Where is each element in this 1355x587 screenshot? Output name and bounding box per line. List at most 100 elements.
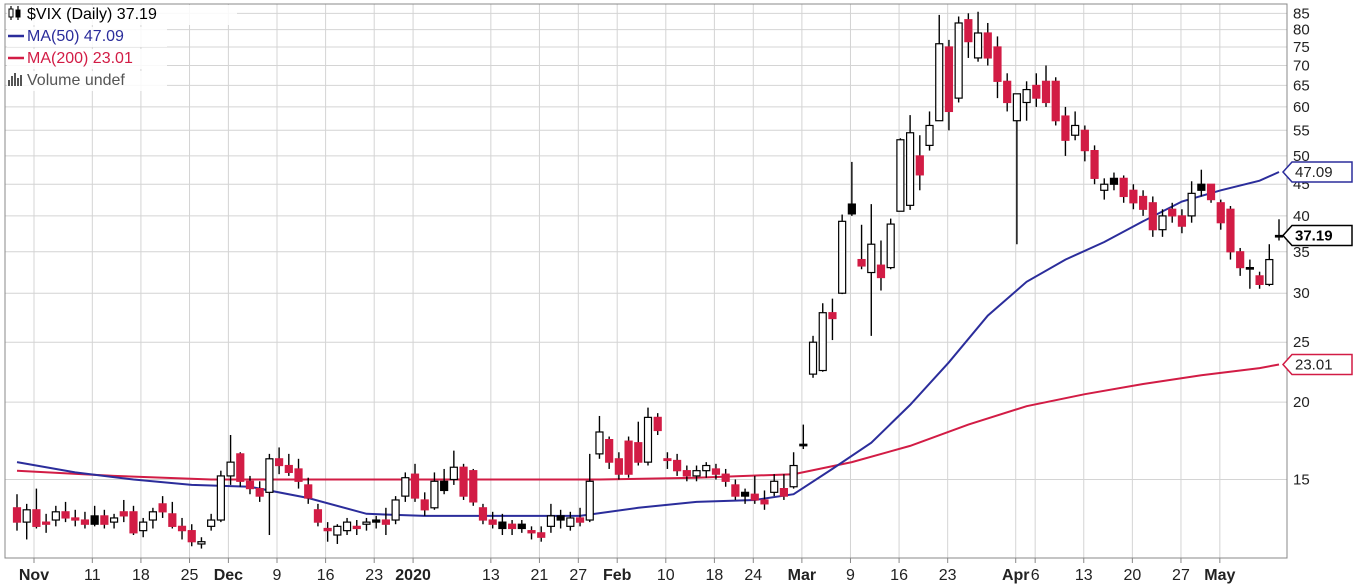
x-tick-label: 20 — [1123, 567, 1141, 584]
y-tick-label: 50 — [1293, 148, 1310, 165]
candle-body — [867, 243, 876, 274]
candle-body — [12, 507, 22, 523]
candle — [323, 522, 332, 542]
candle-body — [139, 521, 148, 532]
candle — [449, 450, 458, 485]
candle — [1168, 202, 1177, 223]
y-tick-label: 20 — [1293, 394, 1310, 411]
candle-body — [313, 509, 323, 523]
candle-body — [838, 220, 847, 294]
y-tick-label: 80 — [1293, 22, 1310, 39]
x-tick-label: 25 — [181, 567, 199, 584]
candle-body — [372, 519, 381, 523]
candle — [1265, 244, 1274, 287]
candle — [876, 240, 886, 291]
y-tick-label: 25 — [1293, 334, 1310, 351]
candle-body — [1236, 251, 1245, 269]
candle-body — [925, 124, 934, 146]
candle — [158, 496, 167, 518]
candle-body — [1206, 183, 1216, 201]
candle — [255, 481, 264, 502]
candle-body — [915, 155, 924, 176]
candle — [265, 453, 274, 536]
legend-item-price: $VIX (Daily) 37.19 — [7, 5, 237, 25]
legend-item-backdrop — [7, 27, 167, 47]
candle — [915, 135, 924, 191]
legend-item-ma50: MA(50) 47.09 — [7, 27, 167, 47]
candle-body — [71, 517, 80, 521]
candle-body — [255, 488, 264, 497]
candle — [80, 511, 90, 529]
candle-body — [944, 46, 954, 113]
candle — [177, 517, 187, 540]
x-tick-label: 16 — [890, 567, 908, 584]
candle — [391, 496, 400, 525]
candle — [216, 470, 225, 523]
candle — [1119, 175, 1128, 203]
candle-body — [80, 519, 90, 525]
candle — [51, 505, 60, 527]
candle-body — [906, 132, 915, 206]
price-tag-label: 37.19 — [1295, 227, 1333, 244]
x-tick-label: 21 — [531, 567, 549, 584]
candle — [740, 488, 750, 504]
candle-body — [896, 139, 905, 212]
candle — [993, 36, 1002, 99]
candle-body — [410, 473, 420, 499]
x-tick-label: Feb — [603, 567, 632, 584]
candle — [1022, 81, 1031, 121]
candle-body — [1119, 177, 1128, 198]
candle — [983, 22, 992, 66]
candle — [1051, 77, 1060, 126]
candle-body — [478, 507, 488, 521]
candle — [896, 138, 905, 212]
candle-body — [1032, 84, 1041, 99]
candle — [1177, 209, 1187, 234]
candle — [750, 475, 759, 504]
candle-body — [168, 513, 177, 527]
candle — [682, 465, 691, 482]
volume-icon — [8, 73, 22, 86]
candle — [488, 511, 497, 529]
candle — [1216, 199, 1225, 230]
candle — [226, 435, 235, 485]
candle — [1255, 271, 1264, 289]
candle — [517, 520, 526, 533]
candle-body — [284, 464, 293, 474]
candle-body — [1041, 80, 1051, 104]
candle — [304, 477, 313, 504]
candle-body — [100, 515, 109, 525]
candle-body — [935, 43, 944, 122]
candle-body — [847, 203, 856, 215]
candle-body — [51, 511, 60, 521]
candle-body — [1216, 202, 1225, 224]
candle-body — [216, 475, 225, 521]
candle-body — [1003, 80, 1012, 104]
y-tick-label: 40 — [1293, 208, 1310, 225]
candle — [944, 39, 954, 131]
x-tick-label: 13 — [1075, 567, 1093, 584]
candle — [566, 511, 575, 531]
candle-body — [1274, 234, 1284, 238]
candle-body — [721, 473, 730, 482]
candle-body — [507, 523, 517, 530]
price-tag: 37.19 — [1281, 224, 1353, 247]
price-tags: 47.09 37.19 23.01 — [1281, 161, 1353, 376]
candle-body — [740, 491, 750, 497]
candle — [129, 505, 138, 536]
candle — [100, 509, 109, 529]
candle — [284, 453, 293, 476]
candle-body — [876, 264, 886, 279]
candle-body — [197, 541, 206, 545]
candle — [1245, 259, 1254, 289]
candle — [12, 494, 22, 531]
candle — [857, 224, 866, 270]
candle — [692, 465, 701, 482]
candle-body — [1012, 93, 1021, 122]
price-tag-label: 47.09 — [1295, 164, 1333, 181]
candle-body — [333, 525, 342, 536]
candle — [973, 11, 983, 62]
candle — [32, 488, 41, 529]
legend-label: Volume undef — [27, 72, 125, 89]
candle-body — [556, 515, 565, 521]
